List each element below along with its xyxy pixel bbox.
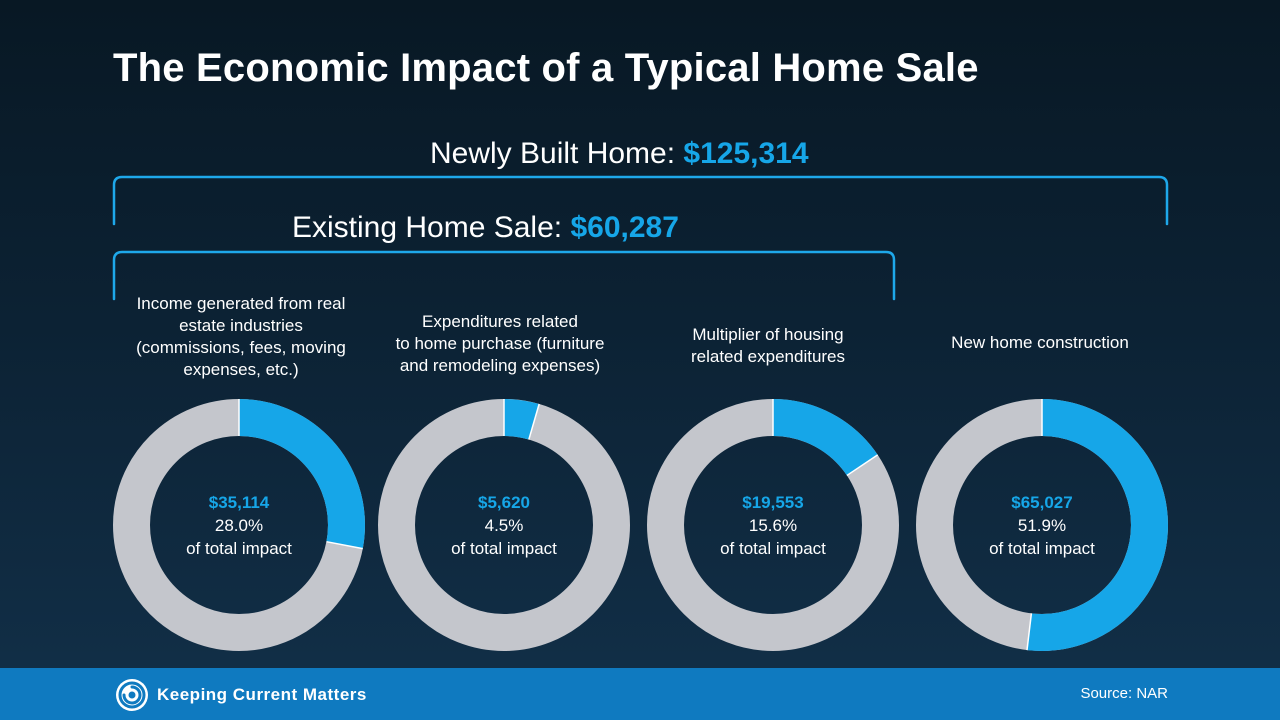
donut-4-percent: 51.9% <box>1017 515 1067 535</box>
donut-3-label-line: related expenditures <box>690 347 846 366</box>
donut-3-label-line: Multiplier of housing <box>692 325 844 344</box>
kcm-swirl-icon <box>116 679 148 711</box>
donut-3-percent: 15.6% <box>748 515 798 535</box>
donut-2-label-line: Expenditures related <box>422 312 578 331</box>
newly-built-bracket <box>112 175 1169 226</box>
donut-1-label-line: (commissions, fees, moving <box>136 338 346 357</box>
donut-1-percent: 28.0% <box>214 515 264 535</box>
donut-3-separator-2 <box>846 454 879 477</box>
donut-2-label: Expenditures related to home purchase (f… <box>370 311 630 377</box>
donut-1-center: $35,114 28.0% of total impact <box>113 399 365 651</box>
donut-3-caption: of total impact <box>720 538 826 558</box>
newly-built-amount: $125,314 <box>683 137 809 170</box>
newly-built-label: Newly Built Home: <box>430 137 684 170</box>
donut-3-center: $19,553 15.6% of total impact <box>647 399 899 651</box>
donut-2-value: $5,620 <box>478 492 530 512</box>
donut-1-label-line: expenses, etc.) <box>183 360 299 379</box>
donut-2: $5,620 4.5% of total impact <box>378 399 630 651</box>
existing-sale-bracket <box>112 250 896 301</box>
donut-4-caption: of total impact <box>989 538 1095 558</box>
existing-sale-amount: $60,287 <box>570 211 679 244</box>
existing-sale-label: Existing Home Sale: <box>292 211 571 244</box>
donut-3: $19,553 15.6% of total impact <box>647 399 899 651</box>
donut-3-value: $19,553 <box>742 492 804 512</box>
existing-sale-headline: Existing Home Sale: $60,287 <box>292 211 679 245</box>
donut-4-separator-2 <box>1026 613 1033 651</box>
donut-1-value: $35,114 <box>208 492 270 512</box>
donut-1-label: Income generated from real estate indust… <box>111 293 371 381</box>
donut-4-label: New home construction <box>910 332 1170 354</box>
donut-3-svg <box>647 399 899 651</box>
donut-4-label-line: New home construction <box>951 333 1129 352</box>
donut-3-label: Multiplier of housing related expenditur… <box>638 324 898 368</box>
donut-2-caption: of total impact <box>451 538 557 558</box>
donut-4-value: $65,027 <box>1011 492 1073 512</box>
donut-2-label-line: and remodeling expenses) <box>399 356 601 375</box>
donut-1-svg <box>113 399 365 651</box>
donut-1: $35,114 28.0% of total impact <box>113 399 365 651</box>
footer-bar: Keeping Current Matters Source: NAR <box>0 668 1280 720</box>
newly-built-headline: Newly Built Home: $125,314 <box>430 137 809 171</box>
donut-2-percent: 4.5% <box>484 515 524 535</box>
donut-2-separator-2 <box>528 403 540 440</box>
donut-4-center: $65,027 51.9% of total impact <box>916 399 1168 651</box>
source-note: Source: NAR <box>1080 685 1168 702</box>
donut-1-label-line: Income generated from real <box>136 294 346 313</box>
donut-4: $65,027 51.9% of total impact <box>916 399 1168 651</box>
donut-1-separator-2 <box>326 540 363 550</box>
logo-text: Keeping Current Matters <box>157 685 367 704</box>
kcm-logo[interactable]: Keeping Current Matters <box>115 678 367 712</box>
donut-2-svg <box>378 399 630 651</box>
donut-1-label-line: estate industries <box>179 316 303 335</box>
page-title: The Economic Impact of a Typical Home Sa… <box>113 46 979 90</box>
donut-2-center: $5,620 4.5% of total impact <box>378 399 630 651</box>
donut-1-caption: of total impact <box>186 538 292 558</box>
donut-2-label-line: to home purchase (furniture <box>395 334 605 353</box>
donut-4-svg <box>916 399 1168 651</box>
